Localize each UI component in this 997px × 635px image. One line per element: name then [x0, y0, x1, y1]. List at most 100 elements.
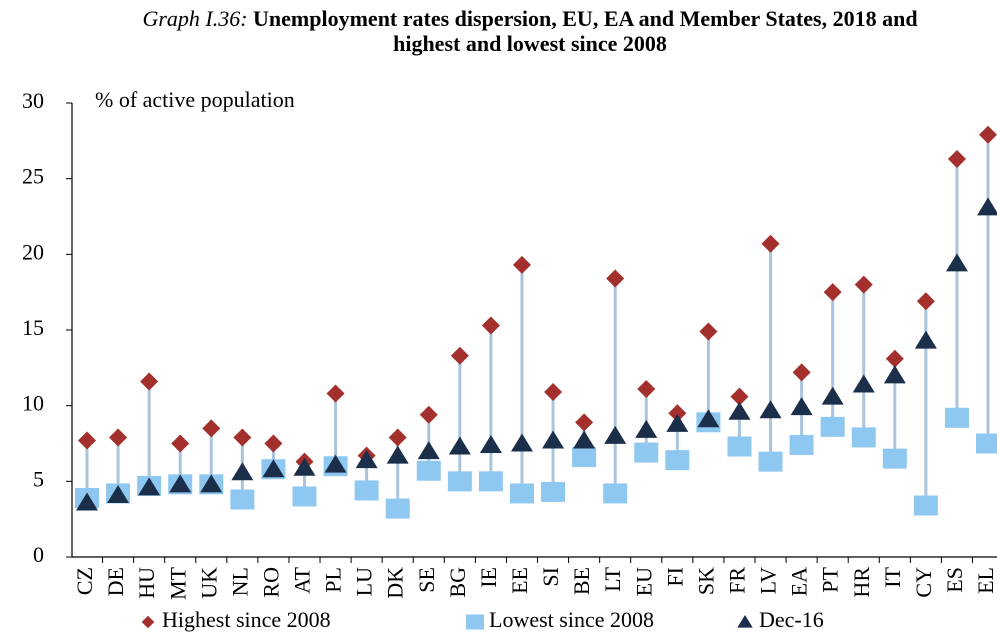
x-tick-label: BG — [445, 567, 470, 598]
x-tick-label: HU — [134, 567, 159, 599]
square-marker — [572, 447, 597, 468]
diamond-marker — [544, 383, 563, 402]
triangle-marker — [417, 441, 440, 460]
diamond-marker — [202, 419, 221, 438]
square-marker — [354, 480, 379, 501]
x-tick-label: LU — [352, 567, 377, 596]
triangle-marker — [262, 459, 285, 478]
legend-label: Dec-16 — [759, 607, 824, 632]
diamond-marker — [326, 384, 345, 403]
y-tick-label: 5 — [33, 466, 44, 491]
y-tick-label: 15 — [22, 315, 44, 340]
triangle-marker — [977, 197, 997, 216]
x-tick-label: EL — [973, 567, 997, 594]
diamond-marker — [916, 292, 935, 311]
square-marker — [634, 442, 659, 463]
legend-label: Lowest since 2008 — [489, 607, 654, 632]
square-marker — [976, 433, 997, 454]
x-tick-label: LT — [600, 566, 625, 591]
x-tick-label: IE — [476, 567, 501, 588]
triangle-marker — [107, 484, 130, 503]
square-marker — [665, 450, 690, 471]
diamond-marker — [264, 434, 283, 453]
y-tick-label: 30 — [22, 88, 44, 113]
x-tick-label: LV — [756, 567, 781, 594]
diamond-marker — [481, 316, 500, 335]
legend-marker — [737, 615, 753, 628]
square-marker — [789, 435, 814, 456]
diamond-marker — [668, 404, 687, 423]
square-marker — [758, 451, 783, 472]
square-marker — [385, 498, 410, 519]
triangle-marker — [76, 492, 98, 511]
diamond-marker — [947, 149, 966, 168]
triangle-marker — [883, 365, 906, 384]
square-marker — [820, 416, 845, 437]
square-marker — [913, 495, 938, 516]
x-tick-label: MT — [165, 566, 190, 600]
diamond-marker — [979, 125, 997, 144]
title-text: Unemployment rates dispersion, EU, EA an… — [253, 6, 918, 56]
triangle-marker — [448, 436, 471, 455]
triangle-marker — [169, 474, 192, 493]
triangle-marker — [479, 435, 502, 454]
x-tick-label: SK — [693, 567, 718, 595]
x-tick-label: PT — [818, 566, 843, 592]
x-tick-label: FR — [725, 567, 750, 594]
diamond-marker — [637, 380, 656, 399]
legend-label: Highest since 2008 — [162, 607, 331, 632]
x-tick-label: EU — [631, 567, 656, 596]
x-tick-label: DK — [383, 567, 408, 599]
x-tick-label: SI — [538, 567, 563, 587]
diamond-marker — [233, 428, 252, 447]
diamond-marker — [606, 269, 625, 288]
diamond-marker — [388, 428, 407, 447]
triangle-marker — [231, 462, 254, 481]
y-tick-label: 25 — [22, 164, 44, 189]
triangle-marker — [945, 253, 968, 272]
square-marker — [851, 427, 876, 448]
x-tick-label: IT — [880, 566, 905, 587]
square-marker — [541, 481, 566, 502]
square-marker — [478, 471, 503, 492]
diamond-marker — [792, 363, 811, 382]
diamond-marker — [78, 431, 96, 450]
square-marker — [292, 486, 317, 507]
legend-marker — [141, 615, 155, 629]
diamond-marker — [109, 428, 128, 447]
y-tick-label: 20 — [22, 239, 44, 264]
triangle-marker — [542, 430, 565, 449]
diamond-marker — [761, 234, 780, 253]
triangle-marker — [604, 425, 627, 444]
triangle-marker — [790, 397, 813, 416]
square-marker — [509, 483, 534, 504]
diamond-marker — [450, 346, 469, 365]
diamond-marker — [854, 275, 873, 294]
x-tick-label: EA — [787, 567, 812, 596]
diamond-marker — [699, 322, 718, 341]
diamond-marker — [885, 349, 904, 368]
x-tick-label: RO — [258, 567, 283, 598]
x-tick-label: UK — [196, 567, 221, 599]
triangle-marker — [728, 401, 751, 420]
diamond-marker — [823, 283, 842, 302]
diamond-marker — [575, 413, 594, 432]
triangle-marker — [355, 450, 378, 469]
square-marker — [447, 471, 472, 492]
diamond-marker — [140, 372, 159, 391]
chart-title: Graph I.36: Unemployment rates dispersio… — [130, 6, 930, 56]
triangle-marker — [138, 477, 161, 496]
triangle-marker — [200, 474, 223, 493]
square-marker — [944, 407, 969, 428]
x-tick-label: HR — [849, 567, 874, 598]
triangle-marker — [759, 400, 782, 419]
x-tick-label: CY — [911, 567, 936, 598]
y-tick-label: 10 — [22, 391, 44, 416]
triangle-marker — [635, 419, 658, 438]
triangle-marker — [510, 433, 533, 452]
y-axis-label: % of active population — [95, 87, 295, 112]
triangle-marker — [697, 409, 720, 428]
triangle-marker — [821, 386, 844, 405]
